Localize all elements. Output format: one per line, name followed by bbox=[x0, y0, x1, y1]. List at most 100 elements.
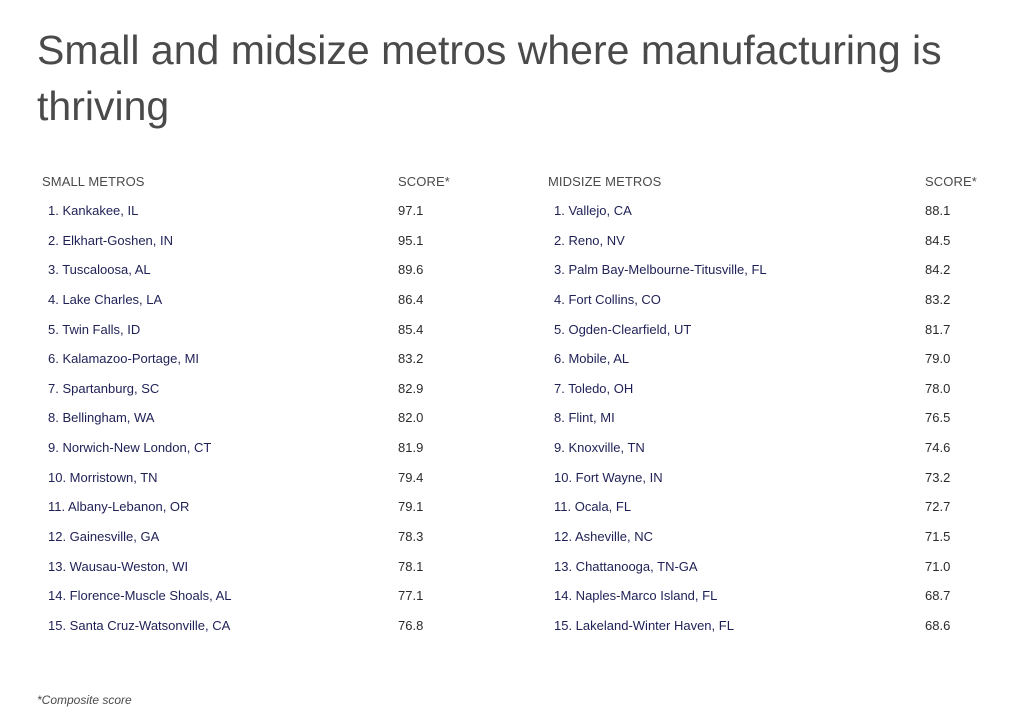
metro-score: 86.4 bbox=[398, 291, 424, 307]
footnote: *Composite score bbox=[37, 693, 132, 707]
metro-score: 82.0 bbox=[398, 410, 424, 426]
table-row: 6. Mobile, AL 79.0 bbox=[548, 351, 988, 381]
table-row: 8. Bellingham, WA 82.0 bbox=[42, 410, 472, 440]
table-row: 13. Wausau-Weston, WI 78.1 bbox=[42, 559, 472, 589]
metro-score: 71.0 bbox=[925, 558, 951, 574]
metro-score: 74.6 bbox=[925, 440, 951, 456]
metro-score: 77.1 bbox=[398, 588, 424, 604]
metro-name: 11. Albany-Lebanon, OR bbox=[48, 499, 190, 515]
metro-score: 79.0 bbox=[925, 351, 951, 367]
metro-score: 81.9 bbox=[398, 440, 424, 456]
metro-name: 7. Spartanburg, SC bbox=[48, 380, 160, 396]
metro-name: 14. Naples-Marco Island, FL bbox=[554, 588, 718, 604]
small-metros-column-header: SMALL METROS bbox=[42, 174, 145, 189]
table-row: 5. Twin Falls, ID 85.4 bbox=[42, 322, 472, 352]
metro-score: 79.1 bbox=[398, 499, 424, 515]
metro-score: 81.7 bbox=[925, 321, 951, 337]
table-row: 13. Chattanooga, TN-GA 71.0 bbox=[548, 559, 988, 589]
metro-name: 1. Kankakee, IL bbox=[48, 203, 139, 218]
table-row: 1. Kankakee, IL 97.1 bbox=[42, 203, 472, 233]
midsize-metros-rows: 1. Vallejo, CA 88.1 2. Reno, NV 84.5 3. Pa… bbox=[548, 203, 988, 648]
table-row: 12. Gainesville, GA 78.3 bbox=[42, 529, 472, 559]
table-row: 9. Norwich-New London, CT 81.9 bbox=[42, 440, 472, 470]
midsize-metros-table: MIDSIZE METROS SCORE* 1. Vallejo, CA 88.1… bbox=[548, 174, 988, 648]
metro-score: 78.1 bbox=[398, 558, 424, 574]
table-row: 7. Toledo, OH 78.0 bbox=[548, 381, 988, 411]
metro-name: 6. Kalamazoo-Portage, MI bbox=[48, 351, 200, 367]
table-row: 3. Palm Bay-Melbourne-Titusville, FL 84.2 bbox=[548, 262, 988, 292]
metro-name: 4. Fort Collins, CO bbox=[554, 291, 661, 307]
metro-name: 2. Elkhart-Goshen, IN bbox=[48, 232, 173, 248]
metro-name: 10. Morristown, TN bbox=[48, 469, 158, 485]
table-row: 15. Santa Cruz-Watsonville, CA 76.8 bbox=[42, 618, 472, 648]
table-row: 11. Albany-Lebanon, OR 79.1 bbox=[42, 499, 472, 529]
table-row: 3. Tuscaloosa, AL 89.6 bbox=[42, 262, 472, 292]
metro-name: 10. Fort Wayne, IN bbox=[554, 469, 663, 485]
metro-score: 79.4 bbox=[398, 469, 424, 485]
metro-name: 15. Santa Cruz-Watsonville, CA bbox=[48, 617, 231, 633]
table-row: 5. Ogden-Clearfield, UT 81.7 bbox=[548, 322, 988, 352]
metro-score: 84.2 bbox=[925, 262, 951, 278]
metro-score: 83.2 bbox=[925, 291, 951, 307]
metro-score: 73.2 bbox=[925, 469, 951, 485]
metro-score: 84.5 bbox=[925, 232, 951, 248]
table-row: 8. Flint, MI 76.5 bbox=[548, 410, 988, 440]
table-row: 4. Lake Charles, LA 86.4 bbox=[42, 292, 472, 322]
metro-name: 5. Twin Falls, ID bbox=[48, 321, 141, 337]
metro-score: 78.0 bbox=[925, 380, 951, 396]
metro-name: 13. Chattanooga, TN-GA bbox=[554, 558, 698, 574]
metro-score: 89.6 bbox=[398, 262, 424, 278]
table-row: 12. Asheville, NC 71.5 bbox=[548, 529, 988, 559]
table-row: 1. Vallejo, CA 88.1 bbox=[548, 203, 988, 233]
metro-name: 9. Norwich-New London, CT bbox=[48, 440, 212, 456]
small-metros-header: SMALL METROS SCORE* bbox=[42, 174, 472, 192]
metro-score: 85.4 bbox=[398, 321, 424, 337]
metro-name: 8. Flint, MI bbox=[554, 410, 615, 426]
small-metros-rows: 1. Kankakee, IL 97.1 2. Elkhart-Goshen, I… bbox=[42, 203, 472, 648]
metro-name: 14. Florence-Muscle Shoals, AL bbox=[48, 588, 232, 604]
metro-score: 78.3 bbox=[398, 529, 424, 545]
table-row: 10. Morristown, TN 79.4 bbox=[42, 470, 472, 500]
metro-name: 3. Tuscaloosa, AL bbox=[48, 262, 151, 278]
table-row: 6. Kalamazoo-Portage, MI 83.2 bbox=[42, 351, 472, 381]
metro-name: 6. Mobile, AL bbox=[554, 351, 630, 367]
metro-score: 68.6 bbox=[925, 617, 951, 633]
midsize-score-column-header: SCORE* bbox=[925, 174, 977, 189]
midsize-metros-header: MIDSIZE METROS SCORE* bbox=[548, 174, 988, 192]
metro-score: 83.2 bbox=[398, 351, 424, 367]
small-metros-table: SMALL METROS SCORE* 1. Kankakee, IL 97.1 … bbox=[42, 174, 472, 648]
metro-score: 76.8 bbox=[398, 617, 424, 633]
table-row: 7. Spartanburg, SC 82.9 bbox=[42, 381, 472, 411]
table-row: 9. Knoxville, TN 74.6 bbox=[548, 440, 988, 470]
table-row: 14. Naples-Marco Island, FL 68.7 bbox=[548, 588, 988, 618]
metro-score: 76.5 bbox=[925, 410, 951, 426]
metro-score: 72.7 bbox=[925, 499, 951, 515]
metro-score: 71.5 bbox=[925, 529, 951, 545]
metro-name: 4. Lake Charles, LA bbox=[48, 291, 163, 307]
metro-name: 12. Gainesville, GA bbox=[48, 529, 160, 545]
table-row: 11. Ocala, FL 72.7 bbox=[548, 499, 988, 529]
metro-score: 88.1 bbox=[925, 203, 951, 218]
metro-name: 9. Knoxville, TN bbox=[554, 440, 645, 456]
page-title: Small and midsize metros where manufactu… bbox=[37, 27, 942, 129]
small-score-column-header: SCORE* bbox=[398, 174, 450, 189]
table-row: 10. Fort Wayne, IN 73.2 bbox=[548, 470, 988, 500]
metro-score: 68.7 bbox=[925, 588, 951, 604]
table-row: 2. Elkhart-Goshen, IN 95.1 bbox=[42, 233, 472, 263]
metro-name: 1. Vallejo, CA bbox=[554, 203, 632, 218]
midsize-metros-column-header: MIDSIZE METROS bbox=[548, 174, 662, 189]
metro-name: 11. Ocala, FL bbox=[554, 499, 632, 515]
metro-name: 13. Wausau-Weston, WI bbox=[48, 558, 189, 574]
metro-score: 95.1 bbox=[398, 232, 424, 248]
table-row: 14. Florence-Muscle Shoals, AL 77.1 bbox=[42, 588, 472, 618]
metro-name: 12. Asheville, NC bbox=[554, 529, 653, 545]
table-row: 4. Fort Collins, CO 83.2 bbox=[548, 292, 988, 322]
metro-name: 2. Reno, NV bbox=[554, 232, 625, 248]
metro-name: 8. Bellingham, WA bbox=[48, 410, 155, 426]
table-row: 15. Lakeland-Winter Haven, FL 68.6 bbox=[548, 618, 988, 648]
table-row: 2. Reno, NV 84.5 bbox=[548, 233, 988, 263]
metro-name: 3. Palm Bay-Melbourne-Titusville, FL bbox=[554, 262, 767, 278]
metro-score: 82.9 bbox=[398, 380, 424, 396]
metro-name: 7. Toledo, OH bbox=[554, 380, 634, 396]
metro-name: 15. Lakeland-Winter Haven, FL bbox=[554, 617, 734, 633]
